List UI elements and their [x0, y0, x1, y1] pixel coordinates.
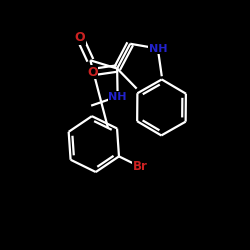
Text: NH: NH [148, 44, 167, 54]
Text: O: O [87, 66, 98, 78]
Text: Br: Br [133, 160, 148, 173]
Text: O: O [74, 31, 85, 44]
Text: NH: NH [108, 92, 127, 102]
